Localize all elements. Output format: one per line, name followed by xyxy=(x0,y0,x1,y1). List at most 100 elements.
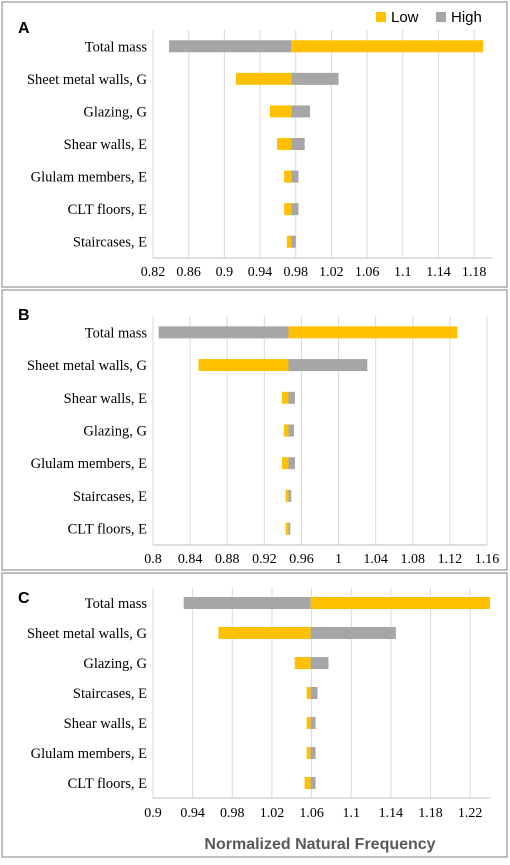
panel-a-letter: A xyxy=(18,20,30,37)
panel-b-tick-label: 0.88 xyxy=(215,552,240,567)
panel-c-category-label: CLT floors, E xyxy=(68,776,147,792)
panel-c-high-bar xyxy=(310,747,316,759)
panel-c-tick-label: 1.1 xyxy=(342,806,360,821)
panel-b-tick-label: 1.08 xyxy=(401,552,426,567)
panel-b-tick-label: 1.12 xyxy=(438,552,463,567)
x-axis-label: Normalized Natural Frequency xyxy=(204,836,435,853)
panel-b-tick-label: 0.92 xyxy=(252,552,277,567)
panel-a-tick-label: 0.86 xyxy=(176,265,201,280)
panel-c-category-label: Shear walls, E xyxy=(64,716,147,732)
panel-b-high-bar xyxy=(288,424,295,437)
panel-b-letter: B xyxy=(18,307,30,324)
panel-b-low-bar xyxy=(285,522,289,535)
panel-b-tick-label: 1 xyxy=(335,552,342,567)
panel-b-category-label: Sheet metal walls, G xyxy=(27,358,148,374)
panel-a-tick-label: 0.9 xyxy=(216,265,234,280)
panel-a-high-bar xyxy=(291,105,311,118)
panel-a-tick-label: 0.94 xyxy=(248,265,273,280)
panel-a-low-bar xyxy=(269,105,292,118)
legend-high-swatch xyxy=(436,12,446,22)
panel-a-category-label: Total mass xyxy=(85,39,148,55)
legend: Low High xyxy=(376,9,482,26)
panel-c-high-bar xyxy=(183,597,311,609)
panel-b-high-bar xyxy=(288,489,292,502)
panel-c-low-bar xyxy=(294,657,311,669)
panel-b-plot: 0.8 0.84 0.88 0.92 0.96 1 1.04 1.08 1.12 1.16 Tota… xyxy=(27,316,499,567)
panel-c-tick-label: 1.18 xyxy=(418,806,443,821)
panel-a-tick-label: 0.82 xyxy=(141,265,166,280)
panel-a-low-bar xyxy=(277,138,292,150)
panel-b-high-bar xyxy=(288,522,291,535)
panel-b-low-bar xyxy=(283,424,289,437)
panel-b-high-bar xyxy=(288,359,368,372)
panel-b-low-bar xyxy=(281,457,289,470)
panel-b-high-bar xyxy=(288,457,295,470)
panel-c-high-bar xyxy=(310,627,396,639)
panel-b-tick-label: 0.84 xyxy=(178,552,203,567)
panel-b-tick-label: 0.8 xyxy=(144,552,162,567)
panel-c-tick-label: 0.94 xyxy=(180,806,205,821)
panel-a-high-bar xyxy=(169,40,292,53)
panel-c-category-label: Staircases, E xyxy=(73,686,147,702)
legend-low-label: Low xyxy=(391,9,419,26)
plots: 0.82 0.86 0.9 0.94 0.98 1.02 1.06 1.1 1.14 1.18 To… xyxy=(27,30,499,821)
panel-c-tick-label: 1.14 xyxy=(379,806,404,821)
panel-a-category-label: Sheet metal walls, G xyxy=(27,72,148,88)
panel-a-category-label: CLT floors, E xyxy=(68,202,147,218)
panel-c-high-bar xyxy=(310,777,316,789)
panel-c-high-bar xyxy=(310,687,318,699)
panel-a-high-bar xyxy=(291,170,299,183)
panel-b-tick-label: 1.04 xyxy=(363,552,388,567)
panel-a-category-label: Shear walls, E xyxy=(64,137,147,153)
panel-a-high-bar xyxy=(291,203,299,216)
panel-c-letter: C xyxy=(18,590,30,607)
panel-b-low-bar xyxy=(281,391,289,404)
panel-a-tick-label: 1.14 xyxy=(426,265,451,280)
panel-c-tick-label: 1.06 xyxy=(299,806,324,821)
panel-c-category-label: Glazing, G xyxy=(83,656,147,672)
panel-c-tick-label: 0.98 xyxy=(220,806,245,821)
panel-a-tick-label: 1.1 xyxy=(394,265,412,280)
panel-a-low-bar xyxy=(235,72,292,85)
panel-a-low-bar xyxy=(284,170,292,183)
panel-c-high-bar xyxy=(310,717,316,729)
panel-c-plot: 0.9 0.94 0.98 1.02 1.06 1.1 1.14 1.18 1.22 Total … xyxy=(27,588,490,821)
panel-c-tick-label: 1.02 xyxy=(260,806,285,821)
panel-a-category-label: Glazing, G xyxy=(83,104,147,120)
panel-a-high-bar xyxy=(291,72,339,85)
panel-b-tick-label: 1.16 xyxy=(475,552,500,567)
panel-a-low-bar xyxy=(291,40,484,53)
panel-c-high-bar xyxy=(310,657,329,669)
panel-a-tick-label: 1.06 xyxy=(355,265,380,280)
panel-a-high-bar xyxy=(291,138,305,150)
panel-b-category-label: Glazing, G xyxy=(83,424,147,440)
panel-a-category-label: Glulam members, E xyxy=(31,170,148,186)
panel-c-low-bar xyxy=(306,687,311,699)
panel-a-category-label: Staircases, E xyxy=(73,235,147,251)
panel-b-low-bar xyxy=(198,359,289,372)
panel-c-low-bar xyxy=(306,717,311,729)
panel-a-high-bar xyxy=(291,235,296,248)
panel-c-low-bar xyxy=(304,777,311,789)
panel-c-low-bar xyxy=(218,627,311,639)
panel-b-category-label: Total mass xyxy=(85,325,148,341)
panel-a-plot: 0.82 0.86 0.9 0.94 0.98 1.02 1.06 1.1 1.14 1.18 To… xyxy=(27,30,492,280)
legend-low-swatch xyxy=(376,12,386,22)
panel-b-high-bar xyxy=(158,326,289,339)
panel-c-low-bar xyxy=(310,597,490,609)
panel-b-category-label: Staircases, E xyxy=(73,489,147,505)
panel-c-low-bar xyxy=(306,747,311,759)
panel-c-category-label: Sheet metal walls, G xyxy=(27,626,148,642)
panel-c-tick-label: 0.9 xyxy=(144,806,162,821)
legend-high-label: High xyxy=(451,9,482,26)
panel-b-tick-label: 0.96 xyxy=(289,552,314,567)
panel-a-low-bar xyxy=(284,203,292,216)
panel-b-high-bar xyxy=(288,391,295,404)
panel-b-category-label: Glulam members, E xyxy=(31,456,148,472)
panel-b-low-bar xyxy=(288,326,458,339)
panel-b-category-label: CLT floors, E xyxy=(68,522,147,538)
panel-b-low-bar xyxy=(285,489,289,502)
panel-a-tick-label: 1.02 xyxy=(319,265,344,280)
